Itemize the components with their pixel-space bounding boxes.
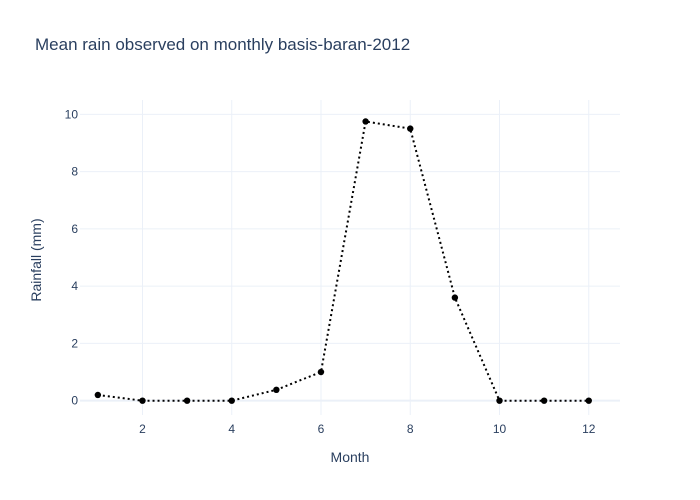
data-point[interactable] xyxy=(228,397,235,404)
data-points xyxy=(94,118,592,404)
data-point[interactable] xyxy=(496,397,503,404)
chart-title: Mean rain observed on monthly basis-bara… xyxy=(35,35,410,54)
y-tick-label: 2 xyxy=(71,336,78,350)
tick-labels: 2 4 6 8 10 12 0 2 4 6 8 10 xyxy=(65,107,596,436)
gridlines xyxy=(80,100,620,415)
data-point[interactable] xyxy=(317,368,325,376)
series-line xyxy=(97,120,589,402)
data-point[interactable] xyxy=(94,391,102,399)
y-tick-label: 6 xyxy=(71,222,78,236)
data-point[interactable] xyxy=(407,125,414,132)
data-point[interactable] xyxy=(273,386,280,393)
x-tick-label: 10 xyxy=(493,422,507,436)
data-point[interactable] xyxy=(585,397,592,404)
y-tick-label: 0 xyxy=(71,394,78,408)
x-tick-label: 4 xyxy=(228,422,235,436)
y-tick-label: 8 xyxy=(71,165,78,179)
x-tick-label: 8 xyxy=(407,422,414,436)
data-point[interactable] xyxy=(540,397,548,404)
data-point[interactable] xyxy=(183,397,191,404)
x-tick-label: 6 xyxy=(318,422,325,436)
y-tick-label: 4 xyxy=(71,279,78,293)
y-axis-title: Rainfall (mm) xyxy=(28,218,44,301)
data-point[interactable] xyxy=(451,294,459,301)
y-tick-label: 10 xyxy=(65,107,79,121)
data-point[interactable] xyxy=(362,118,369,125)
data-point[interactable] xyxy=(139,397,146,404)
x-tick-label: 12 xyxy=(582,422,596,436)
x-axis-title: Month xyxy=(331,449,370,465)
x-tick-label: 2 xyxy=(139,422,146,436)
